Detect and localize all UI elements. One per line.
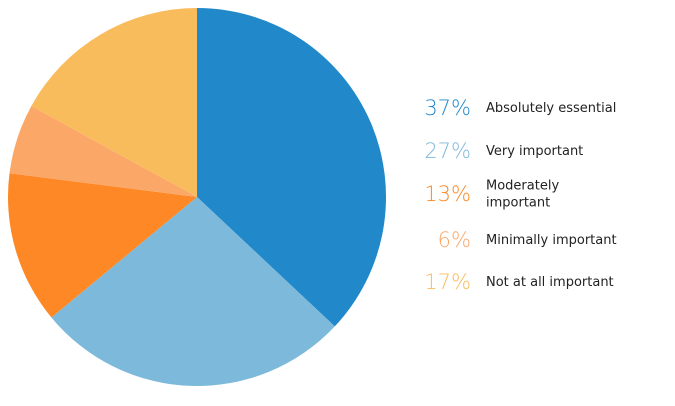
pie-slice-minimally-important xyxy=(9,105,197,197)
legend-percent-very-important: 27% xyxy=(424,139,471,163)
pie-slice-absolutely-essential xyxy=(197,8,387,327)
legend-label-moderately-important: Moderately important xyxy=(486,179,559,211)
pie-slices xyxy=(7,8,387,387)
pie-slice-very-important xyxy=(51,197,335,387)
pie-slice-not-at-all-important xyxy=(31,8,197,197)
legend-label-minimally-important: Minimally important xyxy=(486,233,617,248)
legend-label-absolutely-essential: Absolutely essential xyxy=(486,101,616,116)
legend-label-not-at-all-important: Not at all important xyxy=(486,275,614,290)
legend-percent-absolutely-essential: 37% xyxy=(424,96,471,120)
legend: 37% Absolutely essential 27% Very important… xyxy=(424,96,616,294)
legend-percent-not-at-all-important: 17% xyxy=(424,270,471,294)
legend-label-very-important: Very important xyxy=(486,144,583,159)
legend-percent-minimally-important: 6% xyxy=(438,228,471,252)
legend-percent-moderately-important: 13% xyxy=(424,182,471,206)
pie-slice-moderately-important xyxy=(7,173,197,318)
